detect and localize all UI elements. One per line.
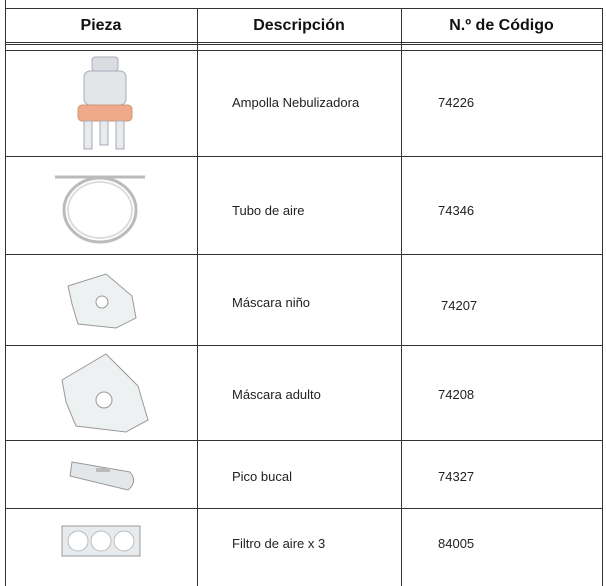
rule: [5, 44, 602, 45]
tube-icon: [55, 175, 145, 244]
description: Filtro de aire x 3: [232, 536, 326, 551]
rule: [5, 0, 6, 586]
header-cell: N.º de Código: [449, 17, 554, 34]
header-cell: Descripción: [253, 17, 345, 34]
adult-mask-icon: [61, 353, 149, 433]
rule: [5, 254, 602, 255]
code: 74208: [438, 387, 475, 402]
code: 74207: [441, 298, 478, 313]
header-cell: Pieza: [80, 17, 122, 34]
rule: [5, 8, 602, 9]
rule: [401, 8, 402, 586]
description: Pico bucal: [232, 469, 292, 484]
mouthpiece-icon: [69, 461, 134, 491]
rule: [5, 50, 602, 51]
nebulizer-icon: [77, 56, 133, 150]
rule: [5, 156, 602, 157]
description: Ampolla Nebulizadora: [232, 95, 360, 110]
code: 84005: [438, 536, 475, 551]
filter-icon: [61, 525, 141, 557]
rule: [5, 440, 602, 441]
rule: [5, 42, 602, 43]
code: 74327: [438, 469, 475, 484]
code: 74226: [438, 95, 475, 110]
rule: [602, 8, 603, 586]
description: Tubo de aire: [232, 203, 305, 218]
child-mask-icon: [67, 273, 137, 329]
description: Máscara adulto: [232, 387, 321, 402]
rule: [5, 508, 602, 509]
code: 74346: [438, 203, 475, 218]
rule: [197, 8, 198, 586]
description: Máscara niño: [232, 295, 311, 310]
rule: [5, 345, 602, 346]
